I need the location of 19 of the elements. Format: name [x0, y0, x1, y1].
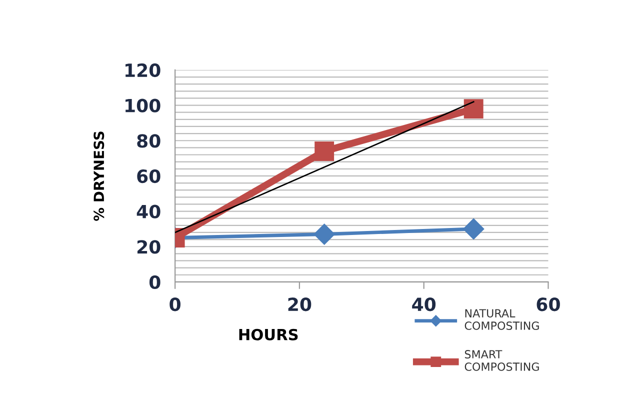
y-tick-label: 120: [126, 63, 160, 78]
y-tick-label: 100: [126, 98, 160, 112]
y-tick-label: 0: [149, 275, 160, 290]
x-axis-title: HOURS: [239, 328, 298, 340]
x-tick-label: 20: [288, 298, 312, 312]
point: [314, 224, 335, 245]
x-tick-label: 60: [536, 298, 560, 312]
y-tick-label: 40: [136, 204, 160, 218]
y-axis-title: % DRYNESS: [94, 132, 104, 221]
point: [314, 142, 334, 161]
x-tick-label: 0: [170, 298, 180, 312]
legend-label: SMART COMPOSTING: [464, 350, 539, 371]
point: [463, 218, 484, 240]
legend-label: NATURAL COMPOSTING: [464, 309, 539, 330]
y-tick-label: 80: [137, 134, 160, 148]
x-tick-label: 40: [412, 298, 436, 312]
point: [464, 99, 484, 119]
y-tick-label: 60: [137, 169, 160, 184]
y-tick-label: 20: [137, 240, 160, 254]
